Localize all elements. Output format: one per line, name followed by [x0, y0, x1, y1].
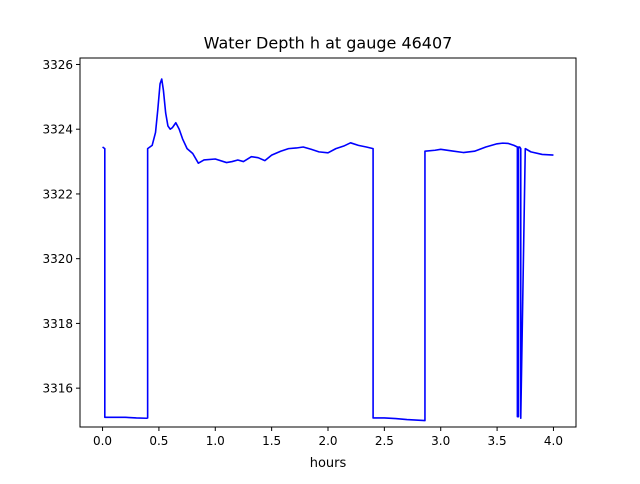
- chart-title: Water Depth h at gauge 46407: [204, 34, 453, 53]
- x-tick-label: 0.0: [93, 434, 112, 448]
- x-tick-label: 4.0: [544, 434, 563, 448]
- x-tick-label: 1.0: [206, 434, 225, 448]
- x-tick-label: 1.5: [262, 434, 281, 448]
- x-tick-label: 2.0: [318, 434, 337, 448]
- y-tick-label: 3316: [42, 382, 73, 396]
- series-line-0: [102, 78, 554, 422]
- y-tick-label: 3324: [42, 123, 73, 137]
- x-tick-label: 0.5: [149, 434, 168, 448]
- x-tick-label: 3.0: [431, 434, 450, 448]
- axes-frame: [79, 57, 577, 428]
- y-tick-label: 3318: [42, 317, 73, 331]
- y-tick-label: 3322: [42, 187, 73, 201]
- x-axis-label: hours: [310, 456, 347, 471]
- plot-area: [102, 78, 554, 422]
- y-tick-label: 3320: [42, 252, 73, 266]
- y-axis: 3316 3318 3320 3322 3324 3326: [42, 58, 80, 396]
- x-tick-label: 2.5: [375, 434, 394, 448]
- x-tick-label: 3.5: [488, 434, 507, 448]
- y-tick-label: 3326: [42, 58, 73, 72]
- x-axis: 0.0 0.5 1.0 1.5 2.0 2.5 3.0 3.5 4.0: [93, 427, 563, 448]
